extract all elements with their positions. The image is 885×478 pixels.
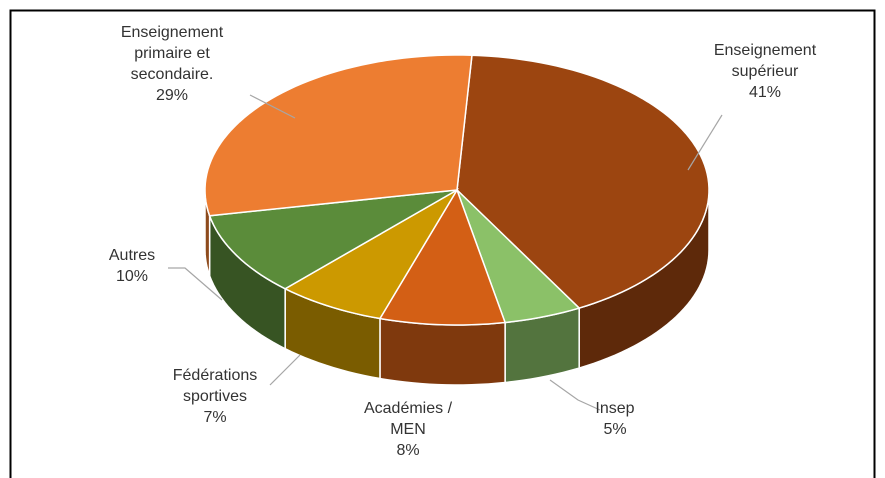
- value-label: 41%: [748, 84, 782, 101]
- pie-slice: [378, 188, 507, 326]
- value-label: 5%: [603, 421, 627, 438]
- data-label: Fédérations sportives 7%: [160, 365, 270, 428]
- data-label: Enseignement primaire et secondaire. 29%: [92, 22, 252, 106]
- category-label: Insep: [595, 400, 635, 417]
- category-label: Fédérations sportives: [172, 367, 258, 405]
- leader-line: [168, 267, 223, 301]
- category-label: Académies / MEN: [363, 400, 453, 438]
- leader-lines: [168, 94, 723, 411]
- pie-slice: [456, 189, 581, 324]
- pie-slice: [204, 54, 473, 217]
- category-label: Enseignement primaire et secondaire.: [120, 24, 224, 83]
- data-label: Académies / MEN 8%: [358, 398, 458, 461]
- value-label: 10%: [115, 268, 149, 285]
- leader-line: [269, 354, 301, 386]
- data-label: Enseignement supérieur 41%: [700, 40, 830, 103]
- value-label: 29%: [155, 87, 189, 104]
- pie-slice: [283, 187, 460, 320]
- value-label: 7%: [203, 409, 227, 426]
- data-label: Autres 10%: [97, 245, 167, 287]
- leader-line: [249, 94, 296, 119]
- pie-slice: [456, 54, 710, 309]
- category-label: Autres: [108, 247, 156, 264]
- value-label: 8%: [396, 442, 420, 459]
- leader-line: [687, 114, 723, 171]
- pie-tops: [204, 54, 710, 326]
- chart-border: [9, 9, 876, 478]
- pie-side: [379, 317, 506, 386]
- category-label: Enseignement supérieur: [713, 42, 817, 80]
- leader-line: [549, 379, 601, 411]
- pie-slice: [208, 189, 458, 290]
- data-label: Insep 5%: [585, 398, 645, 440]
